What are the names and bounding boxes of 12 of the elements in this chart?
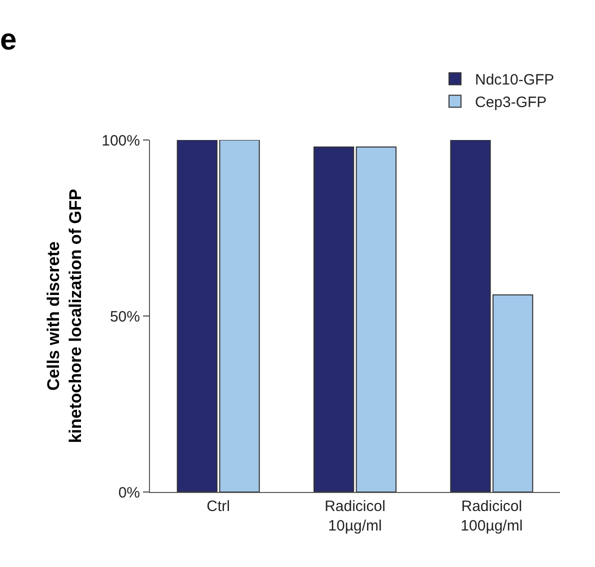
y-tick-label: 100% [102, 132, 140, 150]
legend-label: Cep3-GFP [475, 94, 547, 112]
y-tick-label: 0% [118, 484, 140, 502]
x-tick-label: Ctrl [206, 498, 230, 515]
chart-title: e [0, 23, 17, 56]
x-tick-label: Radicicol 100µg/ml [460, 498, 523, 534]
legend-label: Ndc10-GFP [475, 72, 554, 89]
y-tick-label: 50% [110, 308, 140, 326]
bar [356, 146, 396, 492]
y-axis-title: Cells with discrete kinetochore localization of GFP [44, 188, 86, 444]
x-tick-label: Radicicol 10µg/ml [324, 498, 386, 534]
bar [314, 146, 354, 492]
